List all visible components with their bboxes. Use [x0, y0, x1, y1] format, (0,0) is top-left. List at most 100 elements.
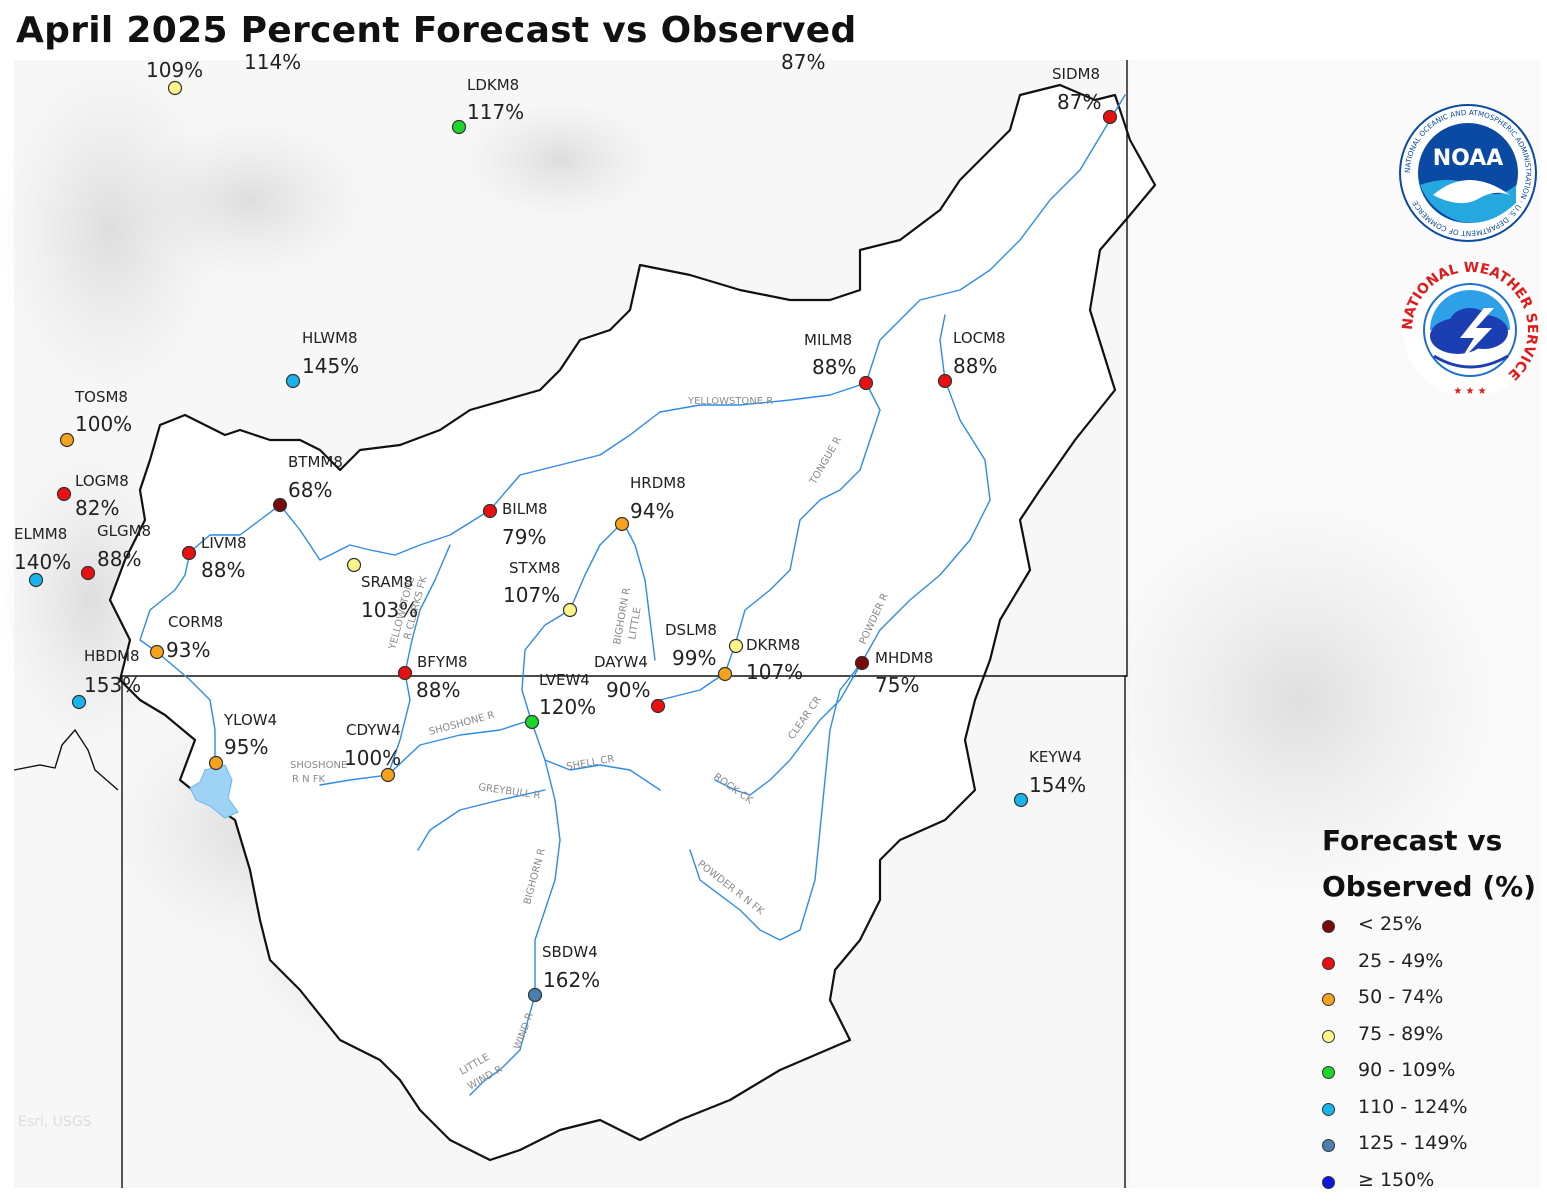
legend-label: 125 - 149%	[1358, 1132, 1468, 1154]
station-marker[interactable]	[860, 377, 873, 390]
station-marker[interactable]	[82, 567, 95, 580]
station-marker[interactable]	[453, 121, 466, 134]
station-id-label: CORM8	[168, 613, 223, 631]
station-marker[interactable]	[1015, 794, 1028, 807]
station-marker[interactable]	[564, 604, 577, 617]
station-percent-label: 117%	[467, 100, 524, 124]
legend-label: 75 - 89%	[1358, 1023, 1443, 1045]
station-id-label: HLWM8	[302, 329, 358, 347]
station-marker[interactable]	[274, 499, 287, 512]
station-marker[interactable]	[1104, 111, 1117, 124]
station-id-label: LDKM8	[467, 76, 519, 94]
station-percent-label: 99%	[672, 646, 716, 670]
map-credit: Esri, USGS	[18, 1114, 92, 1130]
station-id-label: LIVM8	[201, 534, 247, 552]
legend-title-line1: Forecast vs	[1322, 818, 1547, 864]
legend-swatch	[1322, 993, 1335, 1006]
legend-label: ≥ 150%	[1358, 1169, 1434, 1191]
legend-swatch	[1322, 920, 1335, 933]
station-percent-label: 162%	[543, 968, 600, 992]
station-percent-label: 88%	[812, 355, 856, 379]
station-id-label: MILM8	[804, 331, 852, 349]
station-percent-label: 87%	[781, 50, 825, 74]
river-label-yellowstone: YELLOWSTONE R	[687, 396, 773, 407]
station-marker[interactable]	[382, 769, 395, 782]
station-percent-label: 95%	[224, 735, 268, 759]
station-marker[interactable]	[58, 488, 71, 501]
legend-label: 50 - 74%	[1358, 986, 1443, 1008]
station-percent-label: 93%	[166, 638, 210, 662]
station-percent-label: 107%	[746, 660, 803, 684]
station-id-label: LOGM8	[75, 472, 129, 490]
station-percent-label: 154%	[1029, 773, 1086, 797]
station-marker[interactable]	[730, 640, 743, 653]
legend-item: 50 - 74%	[1322, 983, 1547, 1020]
noaa-logo-text: NOAA	[1433, 146, 1504, 171]
station-marker[interactable]	[348, 559, 361, 572]
station-id-label: DSLM8	[665, 621, 717, 639]
station-id-label: CDYW4	[346, 721, 401, 739]
legend-swatch	[1322, 1139, 1335, 1152]
station-marker[interactable]	[652, 700, 665, 713]
station-marker[interactable]	[30, 574, 43, 587]
station-percent-label: 79%	[502, 525, 546, 549]
station-marker[interactable]	[169, 82, 182, 95]
station-id-label: HBDM8	[84, 647, 140, 665]
station-percent-label: 100%	[344, 746, 401, 770]
station-percent-label: 109%	[146, 58, 203, 82]
station-edge-1[interactable]: 114%	[244, 50, 301, 74]
station-marker[interactable]	[719, 668, 732, 681]
svg-text:★ ★ ★: ★ ★ ★	[1453, 386, 1486, 397]
station-id-label: BILM8	[502, 500, 548, 518]
noaa-logo: NOAA NATIONAL OCEANIC AND ATMOSPHERIC AD…	[1398, 103, 1538, 243]
legend-label: 90 - 109%	[1358, 1059, 1455, 1081]
station-percent-label: 145%	[302, 354, 359, 378]
legend-swatch	[1322, 1030, 1335, 1043]
station-id-label: BFYM8	[417, 653, 468, 671]
station-marker[interactable]	[183, 547, 196, 560]
station-marker[interactable]	[210, 757, 223, 770]
station-percent-label: 103%	[361, 598, 418, 622]
station-percent-label: 88%	[97, 547, 141, 571]
legend-item: 25 - 49%	[1322, 947, 1547, 984]
station-id-label: BTMM8	[288, 453, 343, 471]
river-label-shoshone-nfk-1: SHOSHONE	[290, 760, 347, 771]
station-id-label: KEYW4	[1029, 748, 1082, 766]
station-marker[interactable]	[484, 505, 497, 518]
station-marker[interactable]	[616, 518, 629, 531]
station-marker[interactable]	[287, 375, 300, 388]
station-id-label: TOSM8	[74, 388, 128, 406]
station-marker[interactable]	[151, 646, 164, 659]
station-id-label: GLGM8	[97, 522, 151, 540]
station-marker[interactable]	[856, 657, 869, 670]
legend-label: < 25%	[1358, 913, 1422, 935]
legend-item: ≥ 150%	[1322, 1166, 1547, 1202]
legend-title: Forecast vs Observed (%)	[1322, 818, 1547, 910]
station-marker[interactable]	[939, 375, 952, 388]
legend-swatch	[1322, 1066, 1335, 1079]
river-label-shoshone-nfk-2: R N FK	[292, 774, 326, 785]
legend-label: 110 - 124%	[1358, 1096, 1468, 1118]
legend-label: 25 - 49%	[1358, 950, 1443, 972]
station-id-label: SBDW4	[542, 943, 598, 961]
station-percent-label: 75%	[875, 673, 919, 697]
station-id-label: YLOW4	[223, 711, 277, 729]
station-marker[interactable]	[526, 716, 539, 729]
station-marker[interactable]	[61, 434, 74, 447]
station-id-label: DKRM8	[746, 636, 800, 654]
station-percent-label: 90%	[606, 678, 650, 702]
station-marker[interactable]	[399, 667, 412, 680]
station-marker[interactable]	[529, 989, 542, 1002]
station-percent-label: 100%	[75, 412, 132, 436]
station-marker[interactable]	[73, 696, 86, 709]
legend-items: < 25% 25 - 49% 50 - 74% 75 - 89% 90 - 109% 11…	[1322, 910, 1547, 1202]
station-id-label: HRDM8	[630, 474, 686, 492]
station-edge-2[interactable]: 87%	[781, 50, 825, 74]
station-percent-label: 87%	[1057, 90, 1101, 114]
legend: Forecast vs Observed (%) < 25% 25 - 49% 50…	[1322, 818, 1547, 1202]
legend-title-line2: Observed (%)	[1322, 864, 1547, 910]
station-percent-label: 107%	[503, 583, 560, 607]
station-id-label: LVEW4	[539, 671, 590, 689]
station-percent-label: 153%	[84, 673, 141, 697]
station-percent-label: 120%	[539, 695, 596, 719]
